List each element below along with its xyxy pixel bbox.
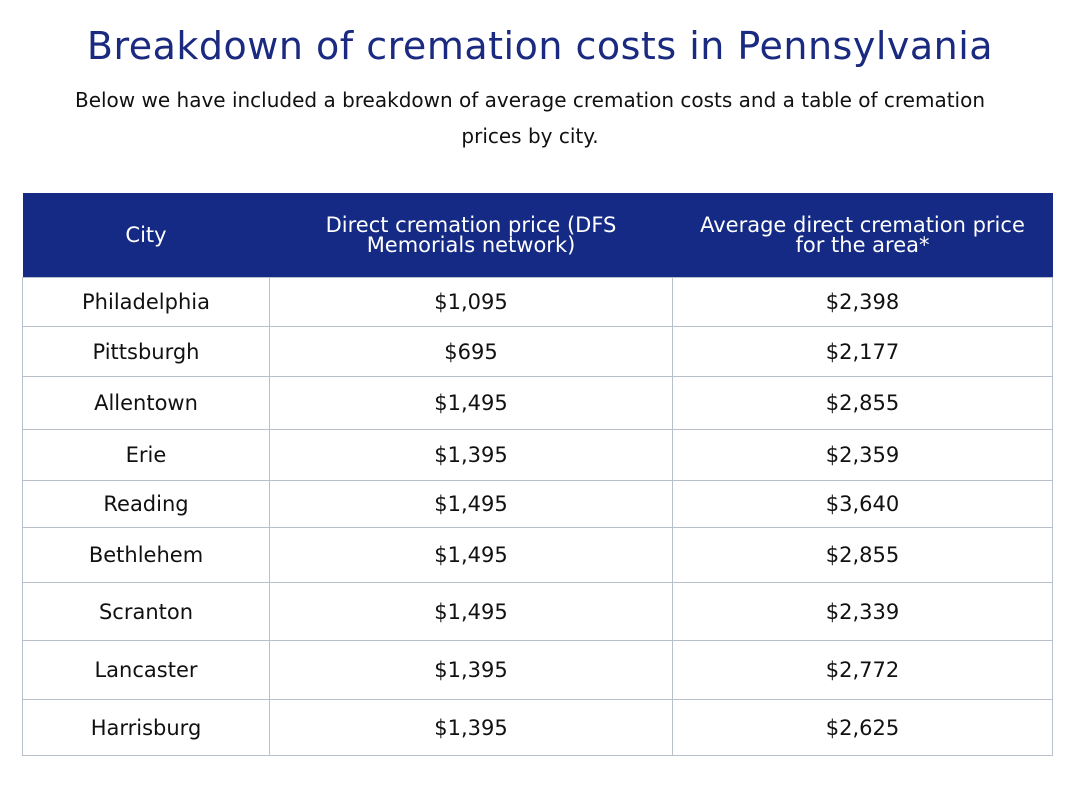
average-price-cell: $2,625	[672, 699, 1053, 756]
table-row: Pittsburgh $695 $2,177	[22, 326, 1053, 377]
city-cell: Harrisburg	[22, 699, 270, 756]
average-price-cell: $3,640	[672, 480, 1053, 528]
city-cell: Scranton	[22, 582, 270, 641]
city-cell: Philadelphia	[22, 277, 270, 327]
city-cell: Erie	[22, 429, 270, 481]
table-row: Harrisburg $1,395 $2,625	[22, 699, 1053, 756]
city-cell: Reading	[22, 480, 270, 528]
dfs-price-cell: $1,095	[269, 277, 673, 327]
average-price-cell: $2,339	[672, 582, 1053, 641]
header-average-price: Average direct cremation price for the a…	[672, 193, 1053, 278]
table-row: Lancaster $1,395 $2,772	[22, 640, 1053, 700]
table-header-row: City Direct cremation price (DFS Memoria…	[22, 193, 1053, 278]
average-price-cell: $2,177	[672, 326, 1053, 377]
average-price-cell: $2,398	[672, 277, 1053, 327]
table-row: Reading $1,495 $3,640	[22, 480, 1053, 528]
table-row: Bethlehem $1,495 $2,855	[22, 527, 1053, 583]
city-cell: Pittsburgh	[22, 326, 270, 377]
average-price-cell: $2,855	[672, 527, 1053, 583]
table-row: Allentown $1,495 $2,855	[22, 376, 1053, 430]
dfs-price-cell: $1,495	[269, 480, 673, 528]
page-subtitle: Below we have included a breakdown of av…	[74, 88, 986, 148]
city-cell: Allentown	[22, 376, 270, 430]
average-price-cell: $2,359	[672, 429, 1053, 481]
page-title: Breakdown of cremation costs in Pennsylv…	[86, 24, 994, 68]
dfs-price-cell: $1,395	[269, 640, 673, 700]
header-dfs-price: Direct cremation price (DFS Memorials ne…	[269, 193, 673, 278]
dfs-price-cell: $1,395	[269, 429, 673, 481]
average-price-cell: $2,855	[672, 376, 1053, 430]
dfs-price-cell: $695	[269, 326, 673, 377]
header-city: City	[22, 193, 270, 278]
table-row: Scranton $1,495 $2,339	[22, 582, 1053, 641]
dfs-price-cell: $1,495	[269, 527, 673, 583]
table-row: Philadelphia $1,095 $2,398	[22, 277, 1053, 327]
city-cell: Bethlehem	[22, 527, 270, 583]
city-cell: Lancaster	[22, 640, 270, 700]
dfs-price-cell: $1,495	[269, 582, 673, 641]
average-price-cell: $2,772	[672, 640, 1053, 700]
dfs-price-cell: $1,395	[269, 699, 673, 756]
cremation-price-table: City Direct cremation price (DFS Memoria…	[22, 193, 1053, 756]
table-row: Erie $1,395 $2,359	[22, 429, 1053, 481]
dfs-price-cell: $1,495	[269, 376, 673, 430]
